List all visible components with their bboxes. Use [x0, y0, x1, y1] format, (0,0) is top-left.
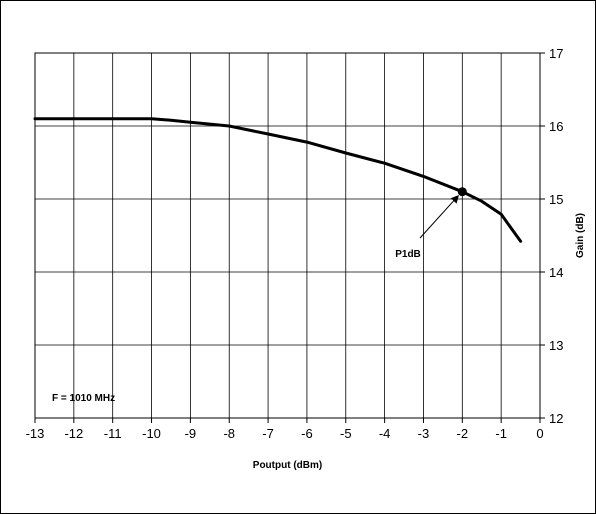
x-tick-label: -7	[262, 426, 274, 441]
y-tick-label: 13	[549, 338, 563, 353]
annotations: P1dB F = 1010 MHz	[52, 194, 459, 404]
y-tick-label: 17	[549, 46, 563, 61]
p1db-label: P1dB	[395, 249, 421, 260]
gain-series-line	[33, 117, 523, 243]
x-tick-label: -11	[104, 426, 122, 441]
x-tick-label: -6	[301, 426, 313, 441]
x-tick-labels: -13 -12 -11 -10 -9 -8 -7 -6 -5 -4 -3 -2 -1 0	[26, 426, 544, 441]
y-tick-label: 16	[549, 119, 563, 134]
x-tick-label: -9	[185, 426, 197, 441]
grid	[35, 53, 540, 418]
x-tick-label: -5	[340, 426, 352, 441]
x-tick-label: -1	[495, 426, 507, 441]
y-tick-label: 12	[549, 411, 563, 426]
y-tick-label: 14	[549, 265, 563, 280]
p1db-marker	[457, 187, 467, 197]
x-tick-label: -2	[457, 426, 469, 441]
x-tick-label: -13	[26, 426, 45, 441]
tick-marks	[34, 52, 545, 423]
x-tick-label: -8	[223, 426, 235, 441]
y-axis-title: Gain (dB)	[575, 213, 586, 258]
x-tick-label: 0	[536, 426, 543, 441]
p1db-arrow	[419, 194, 459, 239]
x-tick-label: -4	[379, 426, 391, 441]
x-axis-title: Poutput (dBm)	[253, 460, 322, 471]
series	[33, 117, 523, 243]
x-tick-label: -12	[64, 426, 83, 441]
plot-area-border	[34, 52, 541, 419]
x-tick-label: -3	[418, 426, 430, 441]
y-tick-labels: 12 13 14 15 16 17	[549, 46, 563, 426]
y-tick-label: 15	[549, 192, 563, 207]
x-tick-label: -10	[142, 426, 161, 441]
frequency-label: F = 1010 MHz	[52, 393, 115, 404]
